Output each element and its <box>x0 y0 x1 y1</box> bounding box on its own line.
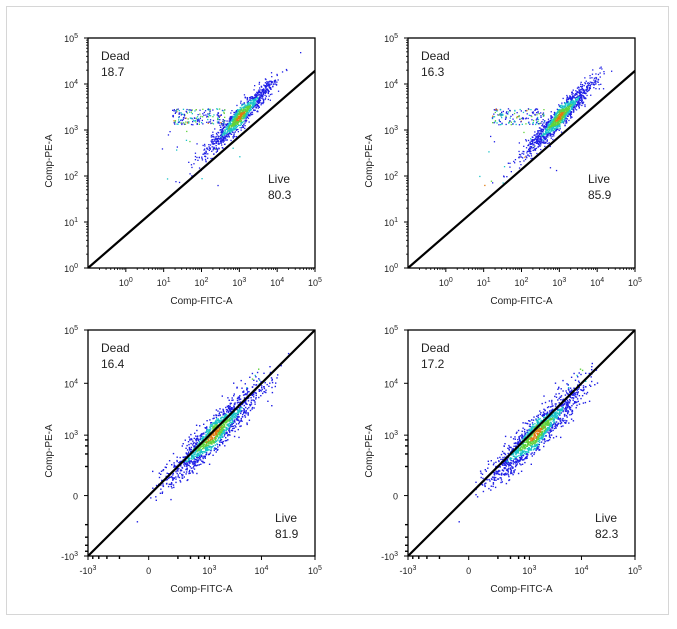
figure-border <box>6 6 669 615</box>
